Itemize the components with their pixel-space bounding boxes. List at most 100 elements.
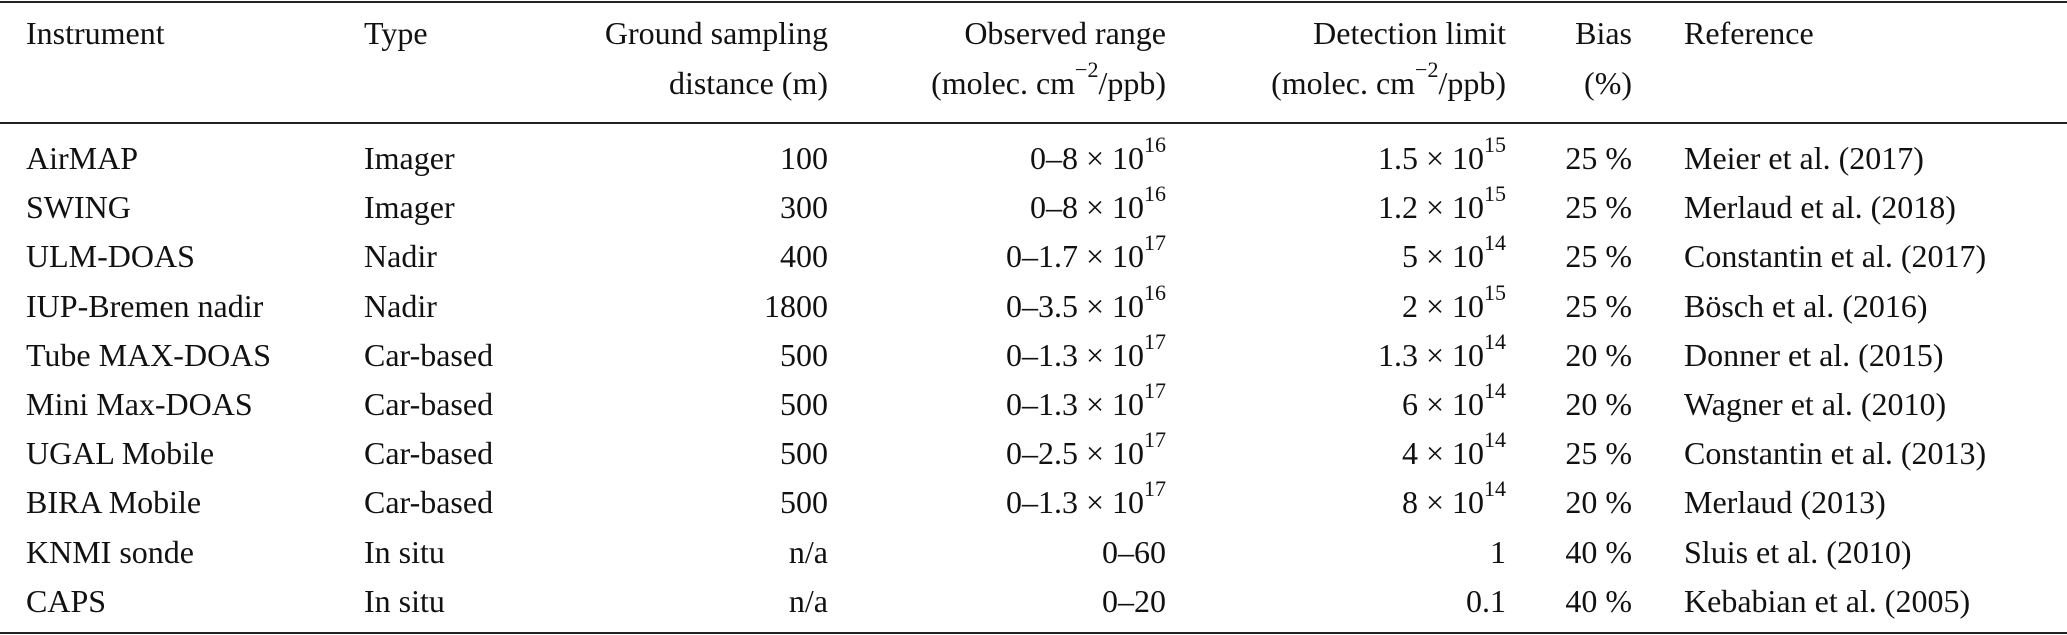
text-segment: 0–2.5 × 10 bbox=[1005, 435, 1144, 472]
table-cell: 5 × 1014 bbox=[1401, 232, 1506, 276]
superscript: 16 bbox=[1144, 279, 1166, 305]
table-cell: 40 % bbox=[1565, 582, 1632, 619]
superscript: 14 bbox=[1484, 378, 1506, 403]
table-cell: Imager bbox=[364, 189, 455, 226]
table-cell: 100 bbox=[780, 140, 828, 176]
table-cell: 300 bbox=[780, 189, 828, 226]
table-cell: 500 bbox=[780, 435, 828, 472]
table-cell: 4 × 1014 bbox=[1401, 429, 1506, 473]
superscript: 14 bbox=[1484, 328, 1506, 354]
text-segment: 5 × 10 bbox=[1401, 238, 1484, 275]
superscript: 14 bbox=[1484, 476, 1506, 502]
header-cell: (%) bbox=[1584, 65, 1632, 101]
table-cell: CAPS bbox=[26, 582, 107, 619]
text-segment: /ppb) bbox=[1098, 65, 1166, 101]
superscript: 15 bbox=[1484, 181, 1506, 207]
table-cell: 25 % bbox=[1565, 287, 1632, 324]
table-cell: 0–60 bbox=[1102, 533, 1166, 570]
table-cell: 0–3.5 × 1016 bbox=[1005, 281, 1166, 326]
table-cell: 500 bbox=[780, 484, 828, 521]
text-segment: 8 × 10 bbox=[1401, 484, 1484, 521]
table-cell: Nadir bbox=[364, 287, 437, 324]
table-cell: BIRA Mobile bbox=[26, 484, 202, 521]
superscript: 17 bbox=[1144, 476, 1166, 502]
text-segment: 2 × 10 bbox=[1401, 287, 1484, 324]
table-cell: Merlaud (2013) bbox=[1684, 484, 1886, 521]
table-cell: n/a bbox=[788, 582, 828, 619]
table-cell: 0–20 bbox=[1102, 582, 1166, 619]
text-segment: 1.2 × 10 bbox=[1377, 189, 1484, 226]
superscript: 17 bbox=[1144, 328, 1166, 354]
table-cell: 1.3 × 1014 bbox=[1378, 330, 1506, 375]
table-cell: 8 × 1014 bbox=[1401, 478, 1506, 522]
table-cell: ULM-DOAS bbox=[26, 238, 195, 275]
text-segment: 0–8 × 10 bbox=[1029, 189, 1144, 226]
table-cell: 1.5 × 1015 bbox=[1378, 134, 1506, 178]
table-cell: 40 % bbox=[1565, 533, 1632, 570]
table-cell: n/a bbox=[788, 533, 828, 570]
table-cell: AirMAP bbox=[26, 140, 139, 176]
table-cell: Car-based bbox=[364, 435, 494, 472]
table-cell: Mini Max-DOAS bbox=[26, 386, 253, 422]
text-segment: 0–1.3 × 10 bbox=[1005, 386, 1144, 422]
table-cell: 1.2 × 1015 bbox=[1377, 183, 1506, 227]
table-cell: 20 % bbox=[1565, 484, 1632, 521]
table-cell: Bösch et al. (2016) bbox=[1684, 287, 1928, 324]
table-cell: 2 × 1015 bbox=[1401, 281, 1506, 326]
table-cell: 0–1.7 × 1017 bbox=[1005, 232, 1166, 276]
table-cell: Car-based bbox=[364, 336, 494, 373]
table-cell: 0–2.5 × 1017 bbox=[1005, 429, 1166, 473]
superscript: 17 bbox=[1144, 378, 1166, 403]
text-segment: 0–1.7 × 10 bbox=[1005, 238, 1144, 275]
superscript: −2 bbox=[1075, 57, 1099, 82]
superscript: 16 bbox=[1144, 181, 1166, 207]
superscript: 15 bbox=[1484, 132, 1506, 157]
text-segment: 4 × 10 bbox=[1401, 435, 1484, 472]
table-cell: 0.1 bbox=[1466, 582, 1506, 619]
table-cell: Imager bbox=[364, 140, 455, 176]
header-cell: Reference bbox=[1684, 15, 1814, 51]
table-cell: Merlaud et al. (2018) bbox=[1684, 189, 1956, 226]
header-cell: Instrument bbox=[26, 15, 165, 51]
table-cell: 20 % bbox=[1565, 336, 1632, 373]
table-cell: Constantin et al. (2017) bbox=[1684, 238, 1987, 275]
table-cell: 0–1.3 × 1017 bbox=[1005, 478, 1166, 522]
top-rule bbox=[0, 1, 2067, 3]
table-cell: Meier et al. (2017) bbox=[1684, 140, 1924, 176]
table-cell: 0–8 × 1016 bbox=[1029, 183, 1166, 227]
header-cell: Bias bbox=[1575, 15, 1632, 51]
table-cell: Wagner et al. (2010) bbox=[1684, 386, 1947, 422]
table-cell: 25 % bbox=[1565, 189, 1632, 226]
header-cell: (molec. cm−2/ppb) bbox=[931, 59, 1166, 103]
table-cell: Donner et al. (2015) bbox=[1684, 336, 1944, 373]
table-cell: SWING bbox=[26, 189, 131, 226]
text-segment: /ppb) bbox=[1438, 65, 1506, 101]
bottom-rule bbox=[0, 632, 2067, 634]
table-cell: Car-based bbox=[364, 386, 494, 422]
table-cell: 0–1.3 × 1017 bbox=[1005, 330, 1166, 375]
header-cell: Observed range bbox=[964, 15, 1166, 51]
text-segment: 0–3.5 × 10 bbox=[1005, 287, 1144, 324]
header-cell: Detection limit bbox=[1313, 15, 1506, 51]
text-segment: 0–1.3 × 10 bbox=[1005, 484, 1144, 521]
text-segment: 0–1.3 × 10 bbox=[1005, 336, 1144, 373]
table-cell: Sluis et al. (2010) bbox=[1684, 533, 1912, 570]
table-cell: Kebabian et al. (2005) bbox=[1684, 582, 1971, 619]
table-cell: 0–1.3 × 1017 bbox=[1005, 380, 1166, 424]
superscript: 14 bbox=[1484, 230, 1506, 256]
table-cell: 500 bbox=[780, 386, 828, 422]
table-cell: 25 % bbox=[1565, 140, 1632, 176]
text-segment: (molec. cm bbox=[1271, 65, 1416, 101]
header-rule bbox=[0, 122, 2067, 124]
table-cell: Constantin et al. (2013) bbox=[1684, 435, 1987, 472]
table-cell: 0–8 × 1016 bbox=[1030, 134, 1166, 178]
header-cell: Ground sampling bbox=[604, 15, 828, 51]
superscript: 17 bbox=[1144, 230, 1166, 256]
table-cell: In situ bbox=[364, 533, 445, 570]
text-segment: (molec. cm bbox=[931, 65, 1076, 101]
table-cell: 20 % bbox=[1565, 386, 1632, 422]
table-cell: Nadir bbox=[364, 238, 437, 275]
superscript: −2 bbox=[1415, 57, 1439, 82]
table-cell: 25 % bbox=[1565, 435, 1632, 472]
